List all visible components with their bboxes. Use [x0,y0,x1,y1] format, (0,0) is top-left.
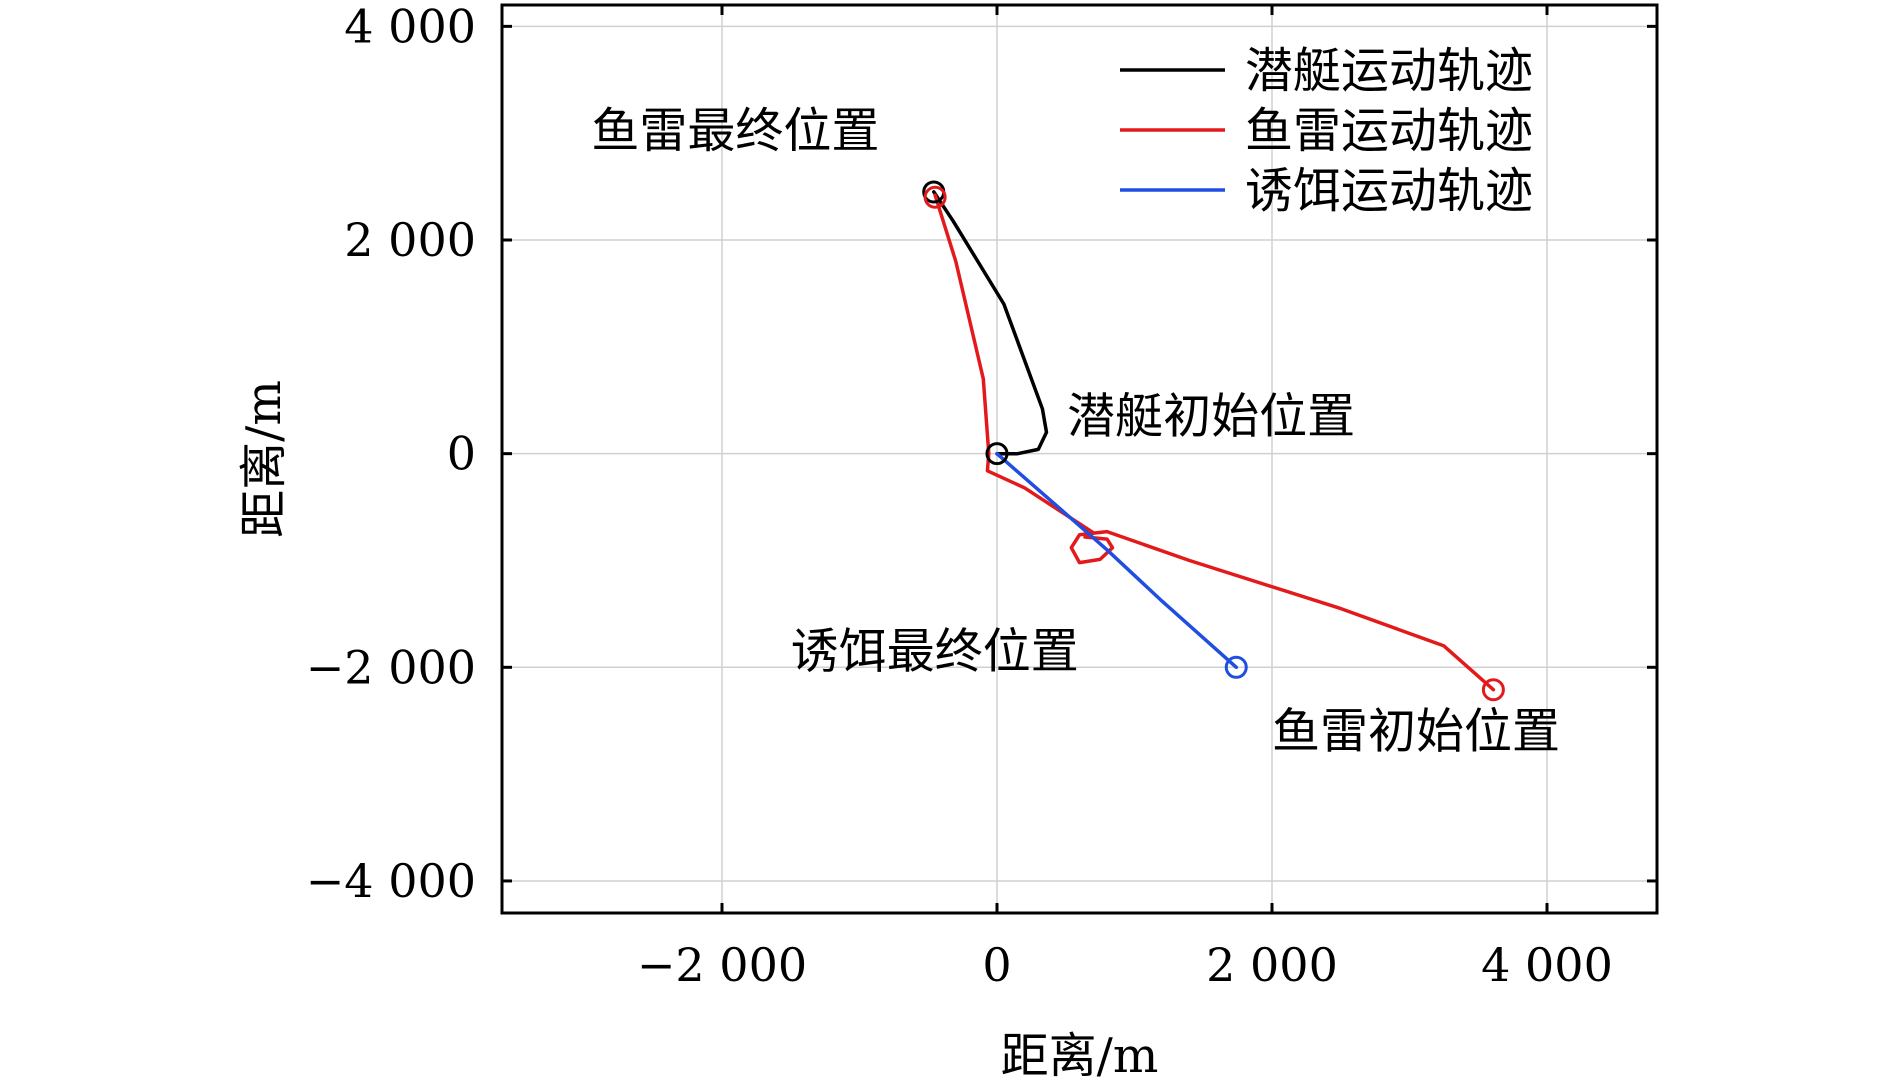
x-axis-title: 距离/m [1001,1028,1159,1084]
series-line-2 [933,193,1496,692]
y-tick-label: −2 000 [306,640,476,694]
annotation-label: 潜艇初始位置 [1067,388,1355,444]
legend-label-1: 潜艇运动轨迹 [1245,43,1533,99]
y-tick-label: −4 000 [306,854,476,908]
series-line-3 [995,451,1239,670]
y-tick-label: 4 000 [344,0,476,53]
annotation-label: 鱼雷最终位置 [591,103,879,159]
annotation-label: 鱼雷初始位置 [1272,703,1560,759]
x-tick-label: −2 000 [637,938,807,992]
x-tick-label: 4 000 [1481,938,1613,992]
legend-label-2: 鱼雷运动轨迹 [1245,103,1533,159]
plot-frame [500,3,1659,915]
position-marker [1481,678,1505,702]
position-marker [1224,655,1248,679]
y-axis-title: 距离/m [236,380,292,538]
x-tick-label: 2 000 [1206,938,1338,992]
series-layer [932,190,1496,692]
legend-label-3: 诱饵运动轨迹 [1245,163,1533,219]
position-marker [923,185,947,209]
series-line-1 [932,190,1049,456]
annotation-label: 诱饵最终位置 [791,623,1079,679]
position-marker [985,442,1009,466]
marker-layer [922,180,1505,702]
tick-layer: −2 000 0 2 000 4 000 −4 000 −2 000 0 2 000 4 000 [306,0,1657,992]
y-tick-label: 0 [447,427,476,481]
grid [502,5,1657,913]
x-tick-label: 0 [982,938,1011,992]
y-tick-label: 2 000 [344,213,476,267]
